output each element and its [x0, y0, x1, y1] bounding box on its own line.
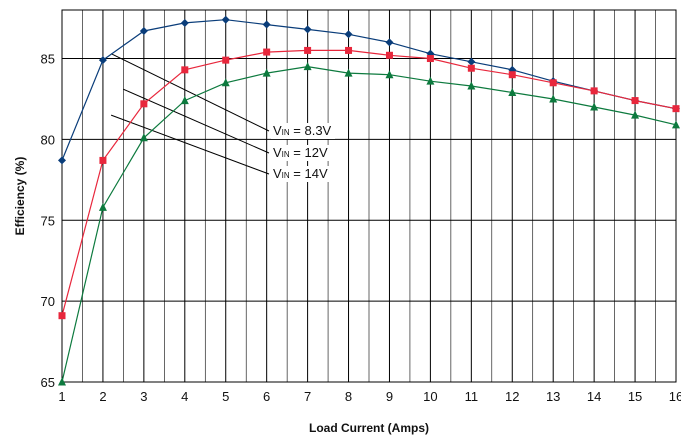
series-line: [61, 19, 677, 161]
data-point-diamond: [139, 27, 148, 36]
data-point-triangle: [262, 68, 271, 77]
x-axis-title: Load Current (Amps): [309, 421, 429, 435]
plot-frame: [61, 9, 677, 383]
data-point-square: [508, 71, 516, 79]
data-point-triangle: [180, 96, 189, 105]
annotation-subscript: IN: [282, 171, 290, 180]
x-tick-labels: 1 2 3 4 5 6 7 8 9 10 11 12 13 14 15 16: [58, 389, 681, 404]
data-point-triangle: [98, 202, 107, 211]
annotation-suffix: = 12V: [290, 145, 328, 160]
data-point-square: [590, 87, 598, 95]
data-point-square: [385, 51, 393, 59]
data-point-triangle: [139, 133, 148, 142]
data-point-square: [467, 64, 475, 72]
x-tick-label: 7: [304, 389, 311, 404]
leader-line: [123, 88, 270, 154]
series-annotation-label: VIN = 8.3V: [273, 123, 332, 138]
data-point-triangle: [631, 110, 640, 119]
data-point-triangle: [58, 377, 66, 386]
data-point-square: [140, 100, 148, 108]
data-point-diamond: [344, 30, 353, 39]
data-point-diamond: [98, 56, 107, 65]
x-tick-label: 15: [628, 389, 642, 404]
x-tick-label: 14: [587, 389, 601, 404]
data-point-square: [304, 46, 312, 54]
data-point-square: [222, 56, 230, 64]
data-point-triangle: [590, 102, 599, 111]
annotation-leader-lines: [110, 53, 270, 175]
data-point-square: [58, 312, 66, 320]
x-tick-label: 10: [423, 389, 437, 404]
y-tick-label: 75: [41, 213, 55, 228]
data-point-square: [672, 105, 680, 113]
y-tick-label: 65: [41, 375, 55, 390]
y-tick-labels: 65 70 75 80 85: [41, 52, 55, 390]
annotation-suffix: = 14V: [290, 166, 328, 181]
data-point-diamond: [180, 18, 189, 27]
x-tick-label: 8: [345, 389, 352, 404]
data-point-diamond: [58, 156, 66, 165]
data-point-diamond: [262, 20, 271, 29]
x-tick-label: 5: [222, 389, 229, 404]
data-point-square: [345, 46, 353, 54]
annotation-prefix: V: [273, 123, 282, 138]
data-point-triangle: [549, 94, 558, 103]
x-tick-label: 12: [505, 389, 519, 404]
leader-line: [110, 53, 270, 132]
data-point-diamond: [467, 57, 476, 66]
x-tick-label: 13: [546, 389, 560, 404]
annotation-prefix: V: [273, 166, 282, 181]
x-tick-label: 3: [140, 389, 147, 404]
data-point-square: [263, 48, 271, 56]
data-point-square: [426, 55, 434, 63]
series-annotation-label: VIN = 12V: [273, 145, 328, 160]
x-tick-label: 11: [465, 389, 479, 404]
annotation-prefix: V: [273, 145, 282, 160]
data-point-triangle: [467, 81, 476, 90]
series-line: [61, 65, 677, 383]
y-tick-label: 80: [41, 132, 55, 147]
data-point-triangle: [672, 120, 680, 129]
data-point-triangle: [385, 70, 394, 79]
series-line: [61, 49, 677, 316]
leader-line: [110, 114, 270, 175]
annotation-suffix: = 8.3V: [290, 123, 332, 138]
data-point-triangle: [344, 68, 353, 77]
x-tick-label: 6: [263, 389, 270, 404]
annotation-background: [271, 145, 335, 161]
x-tick-label: 1: [58, 389, 65, 404]
data-point-diamond: [303, 25, 312, 34]
annotation-background: [271, 123, 335, 139]
data-point-square: [181, 66, 189, 74]
series-group: [58, 15, 680, 386]
annotation-subscript: IN: [282, 150, 290, 159]
y-axis-title: Efficiency (%): [13, 157, 27, 236]
x-tick-label: 2: [99, 389, 106, 404]
data-point-triangle: [508, 87, 517, 96]
y-tick-label: 85: [41, 52, 55, 67]
data-point-square: [631, 97, 639, 105]
x-tick-label: 4: [181, 389, 188, 404]
data-point-square: [99, 156, 107, 164]
data-point-triangle: [221, 78, 230, 87]
data-point-diamond: [385, 38, 394, 47]
data-point-diamond: [221, 15, 230, 24]
annotation-background: [271, 166, 335, 182]
series-annotation-label: VIN = 14V: [273, 166, 328, 181]
x-tick-label: 9: [386, 389, 393, 404]
annotation-subscript: IN: [282, 128, 290, 137]
data-point-triangle: [426, 76, 435, 85]
x-tick-label: 16: [669, 389, 681, 404]
data-point-triangle: [303, 62, 312, 71]
data-point-square: [549, 79, 557, 87]
y-tick-label: 70: [41, 294, 55, 309]
